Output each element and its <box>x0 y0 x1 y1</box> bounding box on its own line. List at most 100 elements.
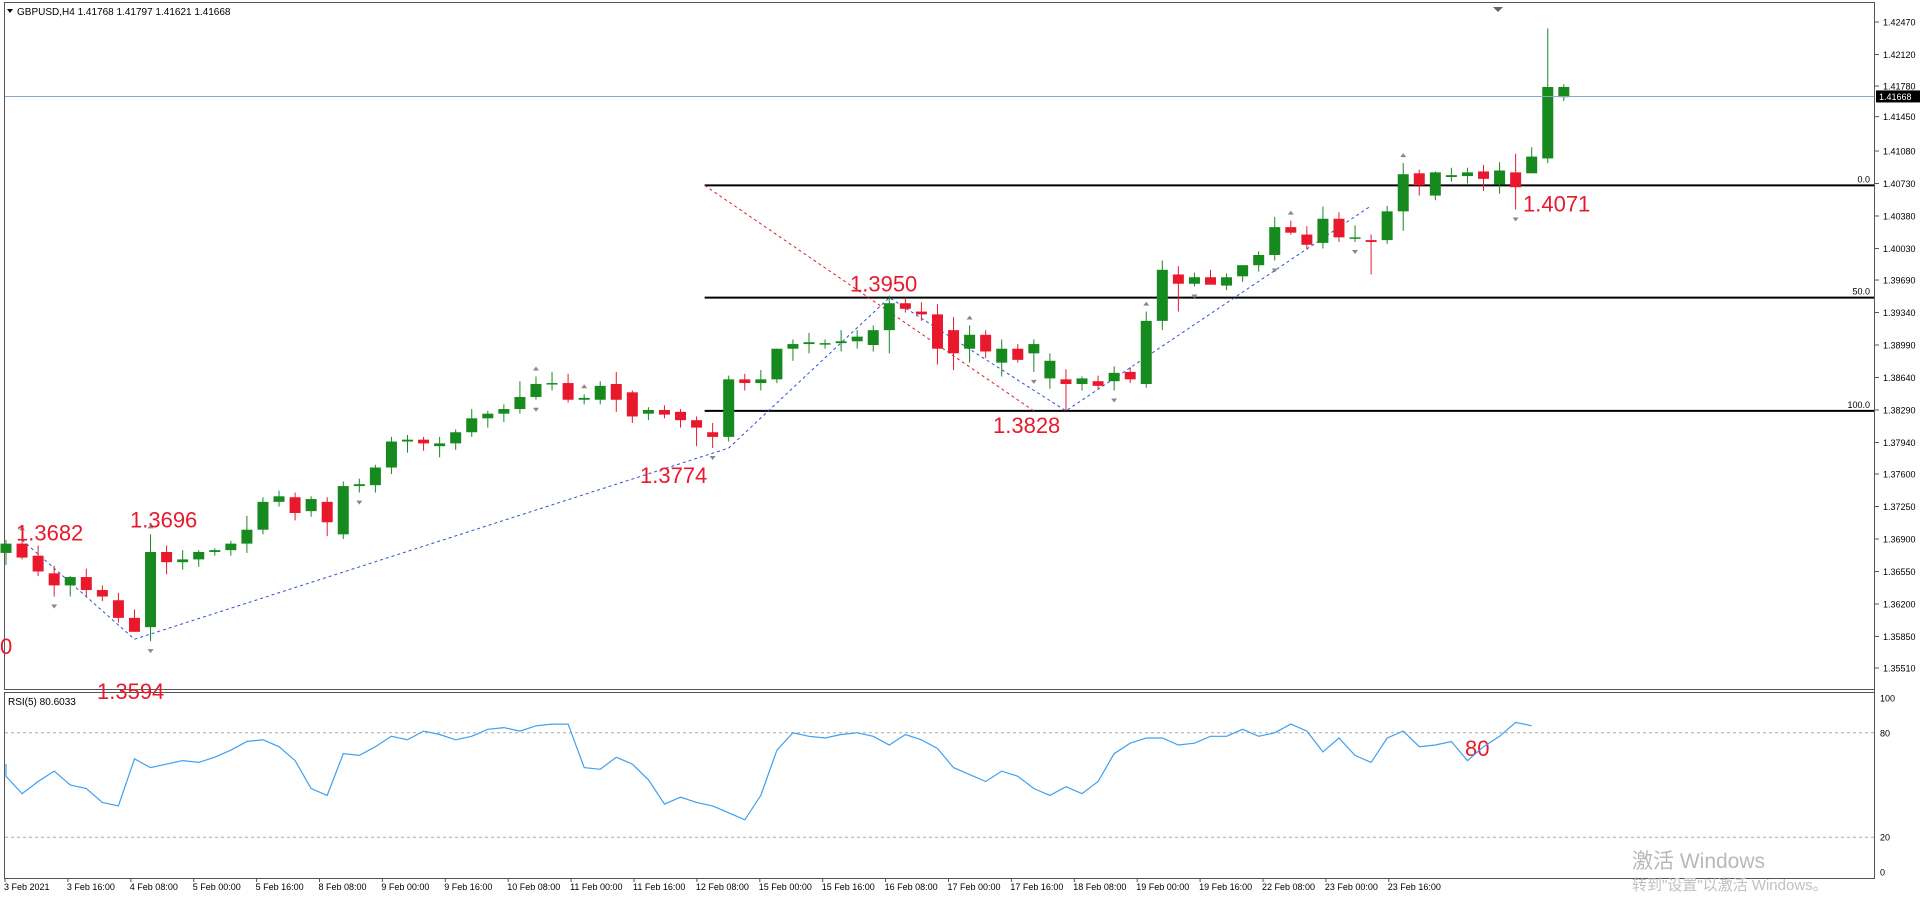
candle-body <box>1156 269 1168 321</box>
candle-body <box>353 484 365 487</box>
fractal-arrows <box>19 153 1519 654</box>
price-annotation: 1.3950 <box>850 272 917 297</box>
fractal-up-icon <box>147 524 154 529</box>
fractal-up-icon <box>1400 153 1407 158</box>
time-tick-label: 15 Feb 00:00 <box>759 882 812 892</box>
candle-body <box>177 559 189 563</box>
fractal-down-icon <box>1352 249 1359 254</box>
candle-body <box>305 499 317 512</box>
candle-body <box>1381 211 1393 241</box>
candle-body <box>96 590 108 597</box>
fractal-down-icon <box>51 604 58 609</box>
candle-body <box>241 529 253 544</box>
time-tick-label: 3 Feb 16:00 <box>67 882 115 892</box>
candle-body <box>514 396 526 410</box>
fractal-up-icon <box>1143 301 1150 306</box>
candle-body <box>915 311 927 315</box>
candle-body <box>1365 240 1377 242</box>
price-tick-label: 1.41450 <box>1883 112 1916 122</box>
candle-body <box>642 409 654 414</box>
rsi-frame <box>4 692 1875 879</box>
fib-level-label: 0.0 <box>1857 174 1870 184</box>
candle-body <box>610 383 622 400</box>
fractal-down-icon <box>147 649 154 654</box>
price-tick-label: 1.37250 <box>1883 502 1916 512</box>
candle-body <box>80 577 92 591</box>
candle-body <box>145 551 157 628</box>
price-tick-label: 1.37600 <box>1883 470 1916 480</box>
candle-body <box>418 439 430 444</box>
price-tick-label: 1.39690 <box>1883 276 1916 286</box>
candle-body <box>1124 371 1136 380</box>
chart-shift-marker-icon[interactable] <box>1493 7 1503 12</box>
rsi-tick-label: 80 <box>1880 728 1890 738</box>
price-annotation: 1.3696 <box>130 507 197 532</box>
candle-body <box>1269 227 1281 255</box>
fractal-down-icon <box>1191 294 1198 299</box>
time-tick-label: 19 Feb 00:00 <box>1136 882 1189 892</box>
candle-body <box>1060 379 1072 384</box>
candle-body <box>32 555 44 572</box>
candle-body <box>1092 381 1104 386</box>
time-tick-label: 8 Feb 08:00 <box>319 882 367 892</box>
candle-body <box>434 443 446 447</box>
candle-body <box>1478 171 1490 179</box>
candle-body <box>594 385 606 400</box>
price-annotation: 1.3774 <box>640 463 707 488</box>
candle-body <box>321 501 333 523</box>
candle-body <box>819 343 831 345</box>
price-axis: 1.42470 1.42120 1.41780 1.41450 1.41080 1.407… <box>1874 18 1916 674</box>
candle-body <box>257 501 269 530</box>
price-tick-label: 1.38290 <box>1883 405 1916 415</box>
candle-body <box>562 383 574 400</box>
fractal-down-icon <box>1271 268 1278 273</box>
price-tick-label: 1.38990 <box>1883 341 1916 351</box>
price-annotation: 1.4071 <box>1523 191 1590 216</box>
candle-body <box>658 409 670 415</box>
candle-body <box>996 348 1008 363</box>
price-tick-label: 1.36550 <box>1883 567 1916 577</box>
time-axis: 3 Feb 2021 3 Feb 16:00 4 Feb 08:00 5 Feb 00… <box>4 878 1441 892</box>
candle-body <box>1397 174 1409 212</box>
candle-body <box>466 418 478 433</box>
candle-body <box>1108 372 1120 382</box>
candle-body <box>851 336 863 342</box>
candle-body <box>931 314 943 349</box>
fractal-up-icon <box>1287 210 1294 215</box>
candle-body <box>498 409 510 414</box>
price-tick-label: 1.42470 <box>1883 18 1916 28</box>
candle-body <box>161 551 173 563</box>
fib-level-label: 100.0 <box>1847 400 1870 410</box>
candle-body <box>1172 274 1184 284</box>
time-tick-label: 5 Feb 00:00 <box>193 882 241 892</box>
candle-body <box>964 334 976 349</box>
time-tick-label: 11 Feb 00:00 <box>570 882 622 892</box>
time-tick-label: 22 Feb 08:00 <box>1262 882 1315 892</box>
time-tick-label: 17 Feb 00:00 <box>948 882 1001 892</box>
candle-body <box>1012 348 1024 360</box>
time-tick-label: 11 Feb 16:00 <box>633 882 685 892</box>
candle-body <box>1301 234 1313 245</box>
candle-body <box>1542 86 1554 159</box>
symbol-menu-arrow-icon[interactable] <box>7 9 13 13</box>
symbol-ohlc-header: GBPUSD,H4 1.41768 1.41797 1.41621 1.4166… <box>17 7 231 18</box>
time-tick-label: 18 Feb 08:00 <box>1073 882 1126 892</box>
time-tick-label: 17 Feb 16:00 <box>1010 882 1063 892</box>
rsi-line <box>5 721 1532 821</box>
candle-body <box>1494 170 1506 185</box>
candle-body <box>948 330 960 354</box>
price-tick-label: 1.35510 <box>1883 664 1916 674</box>
candle-body <box>1333 218 1345 238</box>
time-tick-label: 5 Feb 16:00 <box>256 882 304 892</box>
time-tick-label: 15 Feb 16:00 <box>822 882 875 892</box>
candle-body <box>1413 173 1425 186</box>
price-annotation: 1.3594 <box>97 679 164 704</box>
candle-body <box>1510 172 1522 188</box>
fibonacci-levels[interactable]: 0.0 50.0 100.0 <box>704 174 1874 412</box>
time-tick-label: 23 Feb 16:00 <box>1388 882 1441 892</box>
candle-body <box>771 348 783 380</box>
fractal-up-icon <box>19 526 26 531</box>
price-tick-label: 1.35850 <box>1883 632 1916 642</box>
time-tick-label: 16 Feb 08:00 <box>885 882 938 892</box>
